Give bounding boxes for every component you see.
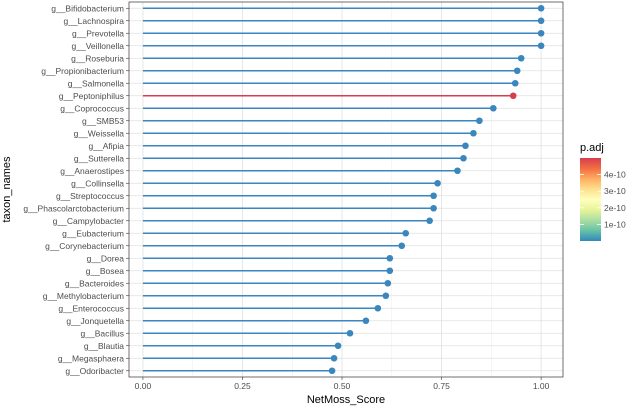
legend-title: p.adj (580, 142, 604, 154)
y-tick-label: g__Coprococcus (60, 103, 124, 113)
lollipop-point (476, 117, 483, 125)
x-tick-label: 1.00 (533, 381, 550, 391)
color-legend: p.adj 4e-10 3e-10 2e-10 1e-10 (580, 142, 626, 241)
y-tick-label: g__Bosea (86, 266, 125, 276)
lollipop-point (513, 67, 521, 75)
y-tick-label: g__Bifidobacterium (51, 3, 124, 13)
lollipop-point (426, 217, 433, 225)
x-tick-label: 0.75 (433, 381, 450, 391)
lollipop-point (334, 342, 342, 350)
x-tick-label: 0.50 (334, 381, 351, 391)
lollipop-point (346, 329, 354, 337)
lollipop-point (470, 129, 477, 137)
lollipop-point (330, 354, 338, 362)
y-tick-label: g__Bacteroides (65, 278, 124, 288)
legend-label: 1e-10 (604, 219, 626, 229)
lollipop-point (537, 42, 545, 50)
lollipop-points (328, 4, 545, 375)
y-tick-label: g__Anaerostipes (60, 166, 124, 176)
lollipop-point (328, 367, 336, 375)
lollipop-point (537, 4, 545, 12)
lollipop-point (430, 192, 437, 200)
lollipop-point (430, 204, 437, 212)
lollipop-point (454, 167, 461, 175)
y-axis-tick-labels: g__Bifidobacterium g__Lachnospira g__Prevo… (23, 3, 129, 376)
lollipop-point (382, 292, 390, 300)
x-axis-tick-labels: 0.00 0.25 0.50 0.75 1.00 (135, 377, 550, 391)
lollipop-point (398, 242, 406, 250)
y-tick-label: g__SMB53 (82, 116, 124, 126)
lollipop-point (537, 17, 545, 25)
lollipop-point (386, 267, 394, 275)
x-axis-title: NetMoss_Score (307, 394, 385, 406)
y-tick-label: g__Blautia (84, 341, 124, 351)
legend-colorbar (580, 158, 601, 241)
lollipop-point (374, 304, 382, 312)
lollipop-point (517, 54, 525, 62)
plot-panel-border (128, 1, 564, 378)
y-tick-label: g__Bacillus (81, 328, 124, 338)
y-tick-label: g__Propionibacterium (41, 66, 124, 76)
y-tick-label: g__Phascolarctobacterium (23, 203, 124, 213)
y-tick-label: g__Megasphaera (58, 353, 124, 363)
x-tick-label: 0.25 (234, 381, 251, 391)
y-tick-label: g__Jonquetella (66, 316, 124, 326)
lollipop-point (537, 29, 545, 37)
legend-ticks: 4e-10 3e-10 2e-10 1e-10 (580, 170, 626, 229)
y-tick-label: g__Enterococcus (58, 303, 124, 313)
lollipop-point (386, 254, 394, 262)
legend-label: 3e-10 (604, 186, 626, 196)
y-tick-label: g__Veillonella (72, 41, 125, 51)
lollipop-point (402, 229, 410, 237)
y-tick-label: g__Peptoniphilus (59, 91, 124, 101)
lollipop-point (384, 279, 392, 287)
x-tick-label: 0.00 (135, 381, 152, 391)
lollipop-point (460, 154, 467, 162)
y-tick-label: g__Weissella (74, 128, 125, 138)
lollipop-point (509, 92, 517, 100)
y-tick-label: g__Afipia (89, 141, 125, 151)
lollipop-segments (142, 7, 542, 372)
lollipop-point (490, 104, 497, 112)
lollipop-point (511, 79, 519, 87)
y-tick-label: g__Methylobacterium (43, 291, 124, 301)
y-tick-label: g__Campylobacter (53, 216, 125, 226)
y-tick-label: g__Salmonella (68, 78, 125, 88)
y-tick-label: g__Collinsella (71, 178, 124, 188)
y-axis-title: taxon_names (1, 156, 13, 223)
lollipop-point (434, 179, 441, 187)
y-tick-label: g__Streptococcus (56, 191, 124, 201)
y-tick-label: g__Sutterella (74, 153, 124, 163)
legend-label: 4e-10 (604, 170, 626, 180)
y-tick-label: g__Lachnospira (64, 16, 125, 26)
y-tick-label: g__Roseburia (71, 53, 124, 63)
y-tick-label: g__Prevotella (72, 28, 124, 38)
lollipop-point (462, 142, 469, 150)
lollipop-point (362, 317, 370, 325)
y-tick-label: g__Odoribacter (65, 366, 124, 376)
y-tick-label: g__Eubacterium (62, 228, 124, 238)
y-tick-label: g__Dorea (87, 253, 125, 263)
legend-label: 2e-10 (604, 203, 626, 213)
y-tick-label: g__Corynebacterium (45, 241, 124, 251)
